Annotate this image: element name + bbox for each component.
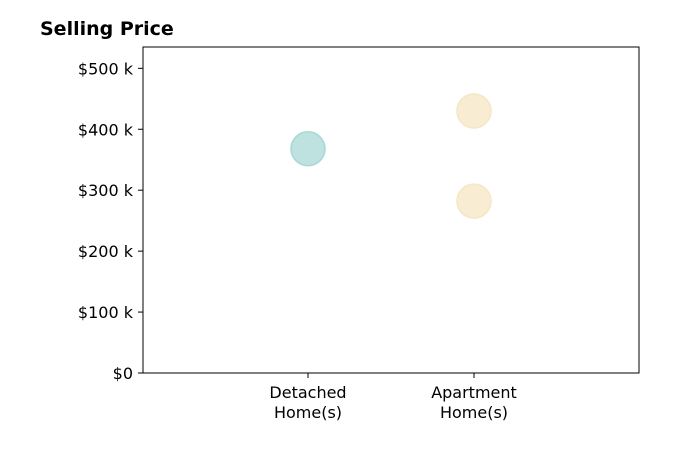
y-tick-label: $100 k [78,303,134,322]
data-points [290,93,492,219]
data-point [290,131,326,167]
y-axis: $0 $100 k $200 k $300 k $400 k $500 k [78,59,143,383]
y-tick-label: $300 k [78,181,134,200]
y-tick-label: $400 k [78,120,134,139]
y-tick-label: $0 [113,364,133,383]
x-tick-label: Detached Home(s) [269,383,346,422]
plot-area [142,46,640,374]
x-tick-label: Apartment Home(s) [431,383,517,422]
y-tick-label: $200 k [78,242,134,261]
y-tick-label: $500 k [78,59,134,78]
x-axis: Detached Home(s) Apartment Home(s) [269,373,517,422]
chart-title: Selling Price [40,18,174,40]
data-point [456,93,492,129]
data-point [456,183,492,219]
